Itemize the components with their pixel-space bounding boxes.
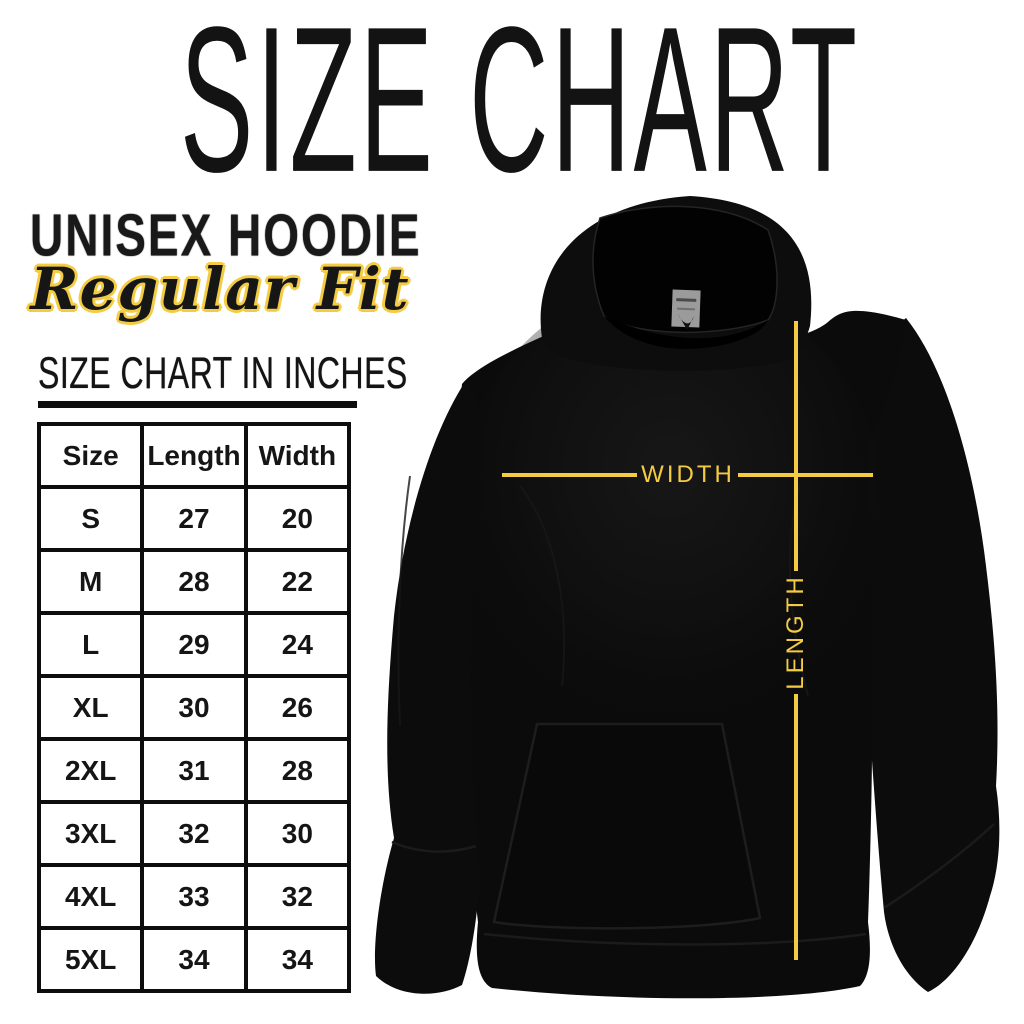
width-measure-line-left [502,473,637,477]
width-measure-label: WIDTH [641,461,735,488]
table-cell-width: 28 [243,737,352,804]
table-cell-length: 27 [140,485,248,552]
table-cell-length: 28 [140,548,248,615]
hoodie-hood [540,196,812,371]
table-cell-width: 26 [243,674,352,741]
length-measure-label: LENGTH [782,574,809,690]
size-table: Size Length Width S 27 20 M 28 22 L 29 24 XL 30 26 2… [36,422,352,993]
table-cell-length: 33 [140,863,248,930]
column-header-length: Length [140,422,248,489]
table-cell-size: 5XL [36,926,145,993]
table-cell-width: 30 [243,800,352,867]
table-row: 3XL 32 30 [36,800,352,867]
hoodie-left-sleeve [374,382,484,994]
table-cell-width: 20 [243,485,352,552]
hoodie-photo [374,196,1000,999]
table-cell-length: 30 [140,674,248,741]
table-cell-width: 32 [243,863,352,930]
hoodie-pocket [492,722,762,930]
column-header-size: Size [36,422,145,489]
product-name: UNISEX HOODIE [30,201,422,269]
table-cell-size: M [36,548,145,615]
length-measure-line-top [794,321,798,571]
product-fit: Regular Fit [30,255,410,323]
page-title: SIZE CHART [180,0,860,216]
table-cell-width: 22 [243,548,352,615]
table-cell-width: 34 [243,926,352,993]
table-cell-size: 2XL [36,737,145,804]
table-row: XL 30 26 [36,674,352,741]
table-cell-width: 24 [243,611,352,678]
length-measure-line-bottom [794,694,798,960]
table-cell-length: 29 [140,611,248,678]
table-row: M 28 22 [36,548,352,615]
table-cell-size: L [36,611,145,678]
width-measure-line-right [738,473,873,477]
table-row: 4XL 33 32 [36,863,352,930]
hoodie-right-sleeve [847,318,1000,992]
heading-underline [38,401,357,408]
table-heading: SIZE CHART IN INCHES [38,347,408,398]
column-header-width: Width [243,422,352,489]
table-cell-length: 34 [140,926,248,993]
table-cell-length: 32 [140,800,248,867]
table-cell-length: 31 [140,737,248,804]
table-header-row: Size Length Width [36,422,352,489]
table-cell-size: S [36,485,145,552]
table-row: L 29 24 [36,611,352,678]
table-cell-size: 3XL [36,800,145,867]
table-row: 2XL 31 28 [36,737,352,804]
table-row: S 27 20 [36,485,352,552]
neck-tag [671,289,701,331]
table-cell-size: 4XL [36,863,145,930]
table-row: 5XL 34 34 [36,926,352,993]
table-cell-size: XL [36,674,145,741]
